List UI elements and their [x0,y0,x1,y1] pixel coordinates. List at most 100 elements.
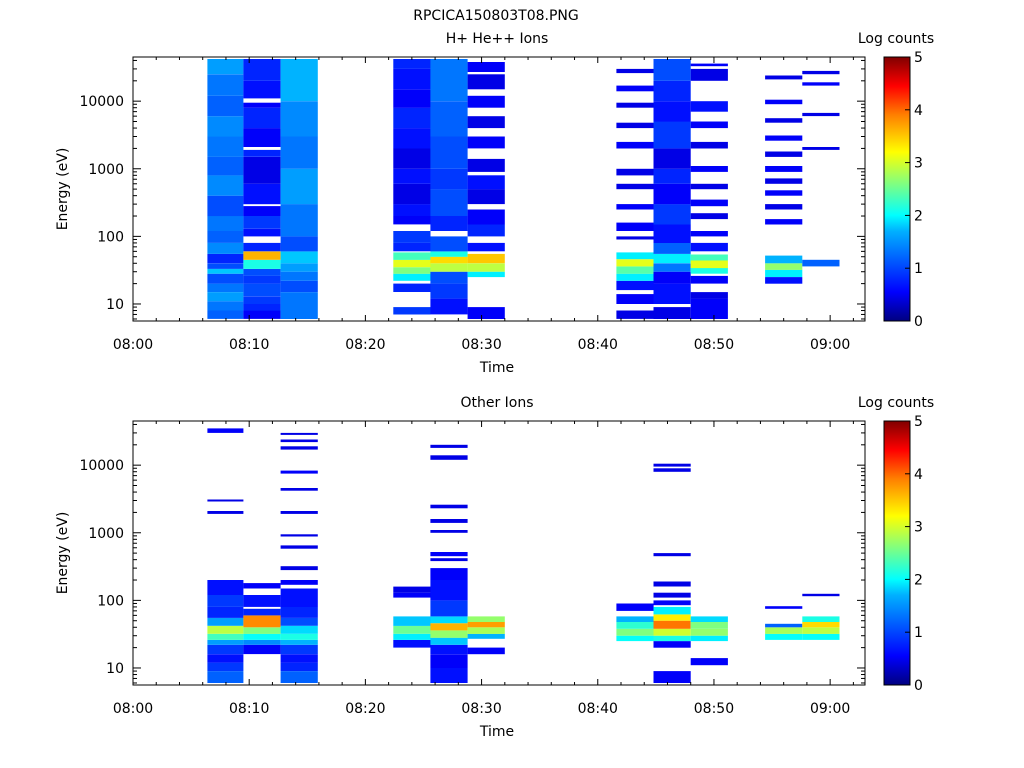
panel-1-heat-cell [280,101,318,137]
panel-1-heat-cell [467,158,505,172]
panel-1-colorbar-tick-label: 1 [914,261,923,277]
panel-2-heat-cell [765,606,803,609]
panel-2-heat-cell [653,581,691,587]
panel-2-heat-cell [430,616,468,624]
panel-1-heat-cell [393,148,431,169]
panel-1-y-tick-label: 1000 [88,162,124,178]
panel-2-heat-cell [802,627,840,634]
panel-1-heat-cell [690,298,728,319]
panel-2-y-tick-label: 100 [97,593,124,609]
panel-2-heat-cell [207,633,244,640]
panel-1-heat-cell [207,216,244,231]
panel-1-heat-cell [765,219,803,225]
panel-1-heat-cell [653,168,691,184]
panel-2-heat-cell [430,644,468,655]
panel-1-heat-cell [616,141,654,149]
panel-2-heat-cell [653,671,691,683]
panel-1-heat-cell [430,256,468,264]
panel-1-heat-cell [243,128,281,147]
panel-2-heat-cell [430,530,468,533]
panel-1-heat-cell [690,275,728,284]
panel-1-colorbar-tick-label: 5 [914,50,923,66]
figure-title: RPCICA150803T08.PNG [413,8,578,24]
panel-1-heat-cell [653,59,691,81]
panel-2-title: Other Ions [460,395,533,411]
panel-2-heat-cell [243,595,281,607]
panel-1-x-tick-label: 08:30 [461,337,501,353]
panel-1-heat-cell [467,307,505,319]
panel-1-heat-cell [430,59,468,102]
panel-1-heat-cell [207,310,244,319]
panel-2-colorbar-label: Log counts [858,395,934,411]
panel-2-heat-cell [243,639,281,645]
panel-1-heat-cell [616,310,654,319]
panel-1-heat-cell [467,253,505,264]
panel-2-heat-cell [430,580,468,601]
panel-1-x-axis-label: Time [479,360,514,376]
panel-1-heat-cell [207,268,244,274]
panel-1-heat-cell [690,292,728,299]
panel-2-heat-cell [430,630,468,638]
panel-2-heat-cell [280,470,318,474]
panel-1-colorbar-label: Log counts [858,31,934,47]
panel-2-heat-cell [765,623,803,628]
panel-1-heat-cell [393,259,431,268]
panel-1-heat-cell [280,236,318,252]
panel-2-heat-cell [207,644,244,655]
panel-2-heat-cell [280,488,318,491]
panel-2-heat-cell [207,639,244,645]
panel-1-heat-cell [243,242,281,252]
panel-1-heat-cell [616,122,654,129]
panel-2-heat-cell [280,644,318,655]
panel-2-heat-cell [207,580,244,595]
panel-2-heat-cell [802,616,840,622]
panel-1-heat-cell [393,183,431,205]
panel-1-heat-cell [207,253,244,264]
panel-1-heat-cell [243,183,281,205]
panel-2-heat-cell [280,534,318,537]
panel-1-y-axis-label: Energy (eV) [55,148,71,231]
panel-2-heat-cell [467,621,505,628]
panel-2-heat-cell [207,606,244,618]
panel-1-heat-cell [467,74,505,90]
panel-1-heat-cell [280,251,318,264]
panel-1-heat-cell [207,74,244,96]
panel-2-heat-cell [690,658,728,666]
panel-2-colorbar [883,420,911,686]
panel-1-heat-cell [690,199,728,207]
panel-1-heat-cell [802,70,840,75]
panel-1-heat-cell [765,277,803,284]
panel-2-heat-cell [430,568,468,580]
panel-1-heat-cell [393,59,431,69]
panel-1-heat-cell [393,168,431,184]
panel-2-colorbar-tick-label: 1 [914,625,923,641]
panel-1-heat-cell [765,151,803,157]
panel-1-heat-cell [243,107,281,129]
panel-1-heat-cell [430,298,468,315]
panel-1-heat-cell [393,273,431,281]
panel-2-heat-cell [280,511,318,514]
panel-1-heat-cell [616,68,654,74]
panel-1-heat-cell [765,135,803,141]
panel-1-heat-cell [393,242,431,252]
panel-1-heat-cell [765,255,803,264]
panel-1-heat-cell [243,59,281,81]
panel-2-heat-cell [280,654,318,663]
panel-2-heat-cell [393,625,431,634]
panel-2-colorbar-tick-label: 3 [914,520,923,536]
panel-1-heat-cell [802,259,840,267]
panel-2-heat-cell [280,588,318,607]
panel-2-heat-cell [393,616,431,626]
panel-1-heat-cell [467,224,505,237]
panel-1-heat-cell [467,263,505,272]
panel-1-x-tick-label: 08:20 [345,337,385,353]
panel-1-heat-cell [243,216,281,229]
panel-1-heat-cell [802,82,840,86]
panel-2-heat-cell [393,586,431,593]
panel-1-title: H+ He++ Ions [446,31,549,47]
panel-2-heat-cell [430,668,468,683]
panel-1-heat-cell [765,178,803,184]
panel-1-heat-cell [616,294,654,304]
panel-2-heat-cell [430,623,468,631]
